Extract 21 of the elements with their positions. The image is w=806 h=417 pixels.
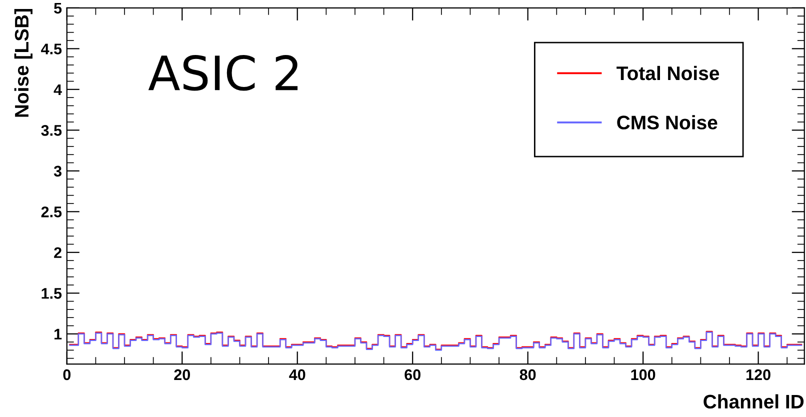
- x-tick-label: 100: [631, 369, 656, 380]
- x-tick-label: 80: [520, 369, 536, 380]
- x-tick-label: 40: [289, 369, 306, 380]
- y-tick-label: 3: [54, 166, 62, 177]
- x-tick-label: 0: [63, 369, 71, 380]
- y-tick-label: 4: [54, 84, 62, 95]
- x-tick-label: 20: [174, 369, 190, 380]
- y-tick-label: 5: [54, 2, 62, 14]
- y-tick-label: 1: [54, 328, 62, 340]
- y-tick-label: 2.5: [41, 206, 62, 218]
- legend-label: Total Noise: [616, 66, 720, 80]
- x-axis-title: Channel ID: [704, 394, 804, 409]
- y-tick-label: 1.5: [42, 288, 62, 299]
- y-tick-label: 3.5: [41, 125, 62, 136]
- y-tick-label: 4.5: [41, 44, 62, 54]
- y-axis-title: Noise [LSB]: [14, 9, 32, 117]
- x-tick-label: 120: [746, 369, 770, 380]
- legend-label: CMS Noise: [617, 115, 718, 130]
- annotation: ASIC 2: [148, 55, 298, 91]
- x-tick-label: 60: [404, 369, 420, 380]
- y-tick-label: 2: [54, 247, 62, 258]
